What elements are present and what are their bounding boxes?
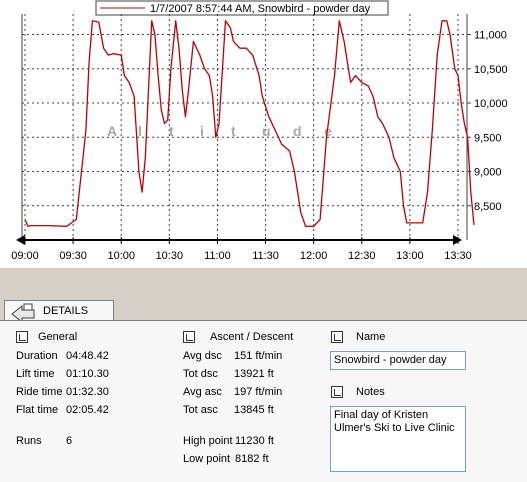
ascent-row-value: 13845 ft [234,404,274,416]
x-tick-label: 10:00 [107,250,135,262]
details-tab-icon [11,303,35,320]
runs-label: Runs [16,435,42,447]
y-tick-label: 10,000 [474,98,508,110]
tab-details[interactable]: DETAILS [4,300,114,321]
general-row-label: Lift time [16,368,55,380]
notes-edit-icon [331,386,343,398]
high-point-value: 11230 ft [235,435,274,447]
x-tick-label: 11:30 [252,250,279,262]
general-row-label: Ride time [16,386,63,398]
x-tick-label: 11:00 [204,250,231,262]
ascent-row-value: 13921 ft [234,368,274,380]
x-tick-label: 12:30 [348,250,376,262]
name-header: Name [356,331,386,343]
y-tick-label: 11,000 [474,30,507,42]
altitude-chart: 1/7/2007 8:57:44 AM, Snowbird - powder d… [11,0,508,262]
ascent-row-label: Tot asc [183,404,218,416]
panel-splitter[interactable] [0,268,527,288]
chart-watermark-letter: l [138,123,142,139]
x-tick-label: 10:30 [156,250,184,262]
y-tick-label: 9,000 [474,167,502,179]
y-tick-label: 10,500 [474,64,508,76]
chart-watermark-letter: e [324,123,332,139]
ascent-descent-icon [183,331,195,343]
tab-details-label: DETAILS [43,305,89,317]
low-point-label: Low point [183,453,231,465]
x-tick-label: 09:30 [59,250,87,262]
y-tick-label: 9,500 [474,132,502,144]
details-panel: General Duration 04:48.42 Lift time 01:1… [0,320,527,482]
general-row-value: 01:32.30 [66,386,109,398]
notes-field[interactable]: Final day of Kristen Ulmer's Ski to Live… [330,406,466,472]
chart-legend-text: 1/7/2007 8:57:44 AM, Snowbird - powder d… [150,3,371,15]
notes-header: Notes [356,386,385,398]
ascent-row-value: 197 ft/min [234,386,283,398]
chart-watermark-letter: A [107,123,117,139]
general-row-label: Flat time [16,404,59,416]
chart-watermark-letter: i [200,123,204,139]
ascent-descent-header: Ascent / Descent [210,331,294,343]
chart-watermark-letter: t [231,123,236,139]
chart-watermark-letter: d [293,123,302,139]
altitude-series-line [24,20,475,227]
general-header: General [38,331,78,343]
altitude-chart-panel: 1/7/2007 8:57:44 AM, Snowbird - powder d… [0,0,527,268]
runs-value: 6 [66,435,73,447]
ascent-row-label: Avg asc [183,386,222,398]
general-row-value: 02:05.42 [66,404,109,416]
name-field[interactable]: Snowbird - powder day [330,351,466,370]
ascent-row-label: Tot dsc [183,368,218,380]
chart-watermark-letter: t [169,123,174,139]
y-tick-label: 8,500 [474,201,502,213]
name-edit-icon [331,331,343,343]
x-tick-label: 09:00 [11,250,39,262]
chart-watermark-letter: u [262,123,271,139]
x-axis-right-arrow [453,235,462,245]
x-tick-label: 13:30 [444,250,472,262]
general-row-value: 01:10.30 [66,368,109,380]
low-point-value: 8182 ft [235,453,269,465]
high-point-label: High point [183,435,233,447]
general-row-label: Duration [16,350,58,362]
x-tick-label: 12:00 [300,250,328,262]
x-axis-left-arrow [16,235,25,245]
chart-legend-box [95,0,389,16]
general-row-value: 04:48.42 [66,350,109,362]
ascent-row-label: Avg dsc [183,350,222,362]
x-tick-label: 13:00 [396,250,424,262]
ascent-row-value: 151 ft/min [234,350,283,362]
general-icon [16,331,28,343]
